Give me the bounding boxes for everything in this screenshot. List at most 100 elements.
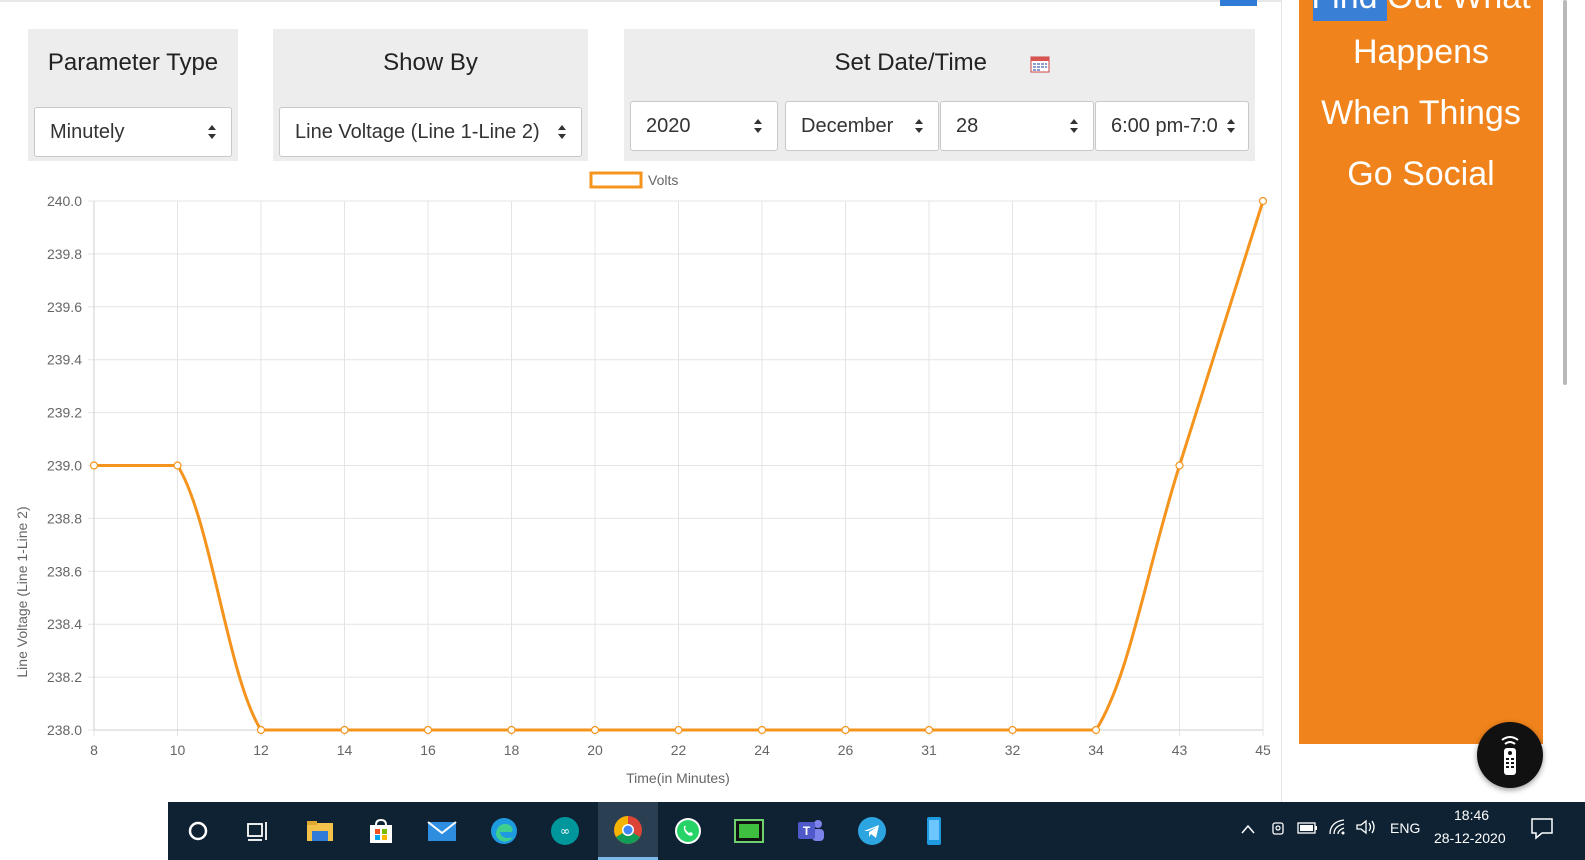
x-axis-label: Time(in Minutes)	[626, 770, 730, 786]
x-tick-label: 32	[1005, 742, 1021, 758]
data-point[interactable]	[173, 461, 182, 470]
clock-date[interactable]: 28-12-2020	[1434, 830, 1506, 846]
month-select[interactable]: December	[785, 101, 939, 151]
y-tick-label: 239.2	[47, 405, 82, 421]
x-tick-label: 45	[1255, 742, 1271, 758]
data-point[interactable]	[1008, 725, 1017, 735]
top-blue-tab[interactable]	[1220, 0, 1257, 6]
content-divider	[1281, 0, 1282, 802]
x-tick-label: 12	[253, 742, 269, 758]
show-by-label: Show By	[383, 49, 478, 76]
select-arrows-icon	[1227, 119, 1235, 133]
clock-time[interactable]: 18:46	[1454, 807, 1490, 823]
telegram-icon[interactable]	[850, 810, 894, 852]
time-select[interactable]: 6:00 pm-7:0	[1095, 101, 1249, 151]
data-point[interactable]	[256, 725, 266, 735]
social-promo-banner[interactable]: Find Out What Happens When Things Go Soc…	[1299, 0, 1543, 744]
legend-swatch	[589, 171, 643, 189]
wifi-icon[interactable]	[1328, 818, 1348, 836]
top-border	[0, 0, 1282, 2]
x-tick-label: 24	[754, 742, 770, 758]
data-point[interactable]	[1091, 725, 1101, 735]
promo-line-1: Find Out What	[1299, 0, 1543, 17]
x-tick-label: 20	[587, 742, 603, 758]
data-point[interactable]	[1175, 461, 1184, 470]
chart-series	[89, 196, 1268, 735]
chart-svg: 238.0 238.2 238.4 238.6 238.8 239.0 239.2 239.4…	[14, 171, 1271, 786]
x-tick-label: 14	[337, 742, 353, 758]
file-explorer-icon[interactable]	[298, 810, 342, 852]
phone-icon[interactable]	[912, 810, 956, 852]
notifications-icon[interactable]	[1530, 816, 1554, 840]
select-arrows-icon	[754, 119, 762, 133]
select-arrows-icon	[208, 125, 216, 139]
mail-icon[interactable]	[420, 810, 464, 852]
promo-line-2: Happens	[1352, 33, 1490, 71]
chrome-icon[interactable]	[598, 802, 658, 860]
date-time-panel: Set Date/Time 2020 December 28 6:00 pm-7…	[624, 29, 1255, 161]
year-select[interactable]: 2020	[630, 101, 778, 151]
data-point[interactable]	[757, 725, 767, 735]
language-indicator[interactable]: ENG	[1390, 820, 1421, 836]
parameter-type-select[interactable]: Minutely	[34, 107, 232, 157]
parameter-type-panel: Parameter Type Minutely	[28, 29, 238, 161]
x-tick-label: 10	[170, 742, 186, 758]
show-by-select[interactable]: Line Voltage (Line 1-Line 2)	[279, 107, 582, 157]
data-point[interactable]	[674, 725, 683, 735]
remote-control-button[interactable]	[1477, 722, 1543, 788]
data-point[interactable]	[507, 725, 516, 735]
y-axis-label: Line Voltage (Line 1-Line 2)	[14, 506, 30, 677]
month-value: December	[801, 115, 894, 137]
y-tick-label: 239.0	[47, 458, 82, 474]
x-tick-label: 26	[838, 742, 854, 758]
show-by-value: Line Voltage (Line 1-Line 2)	[295, 121, 540, 143]
data-point[interactable]	[340, 725, 349, 735]
arduino-icon[interactable]: ∞	[543, 810, 587, 852]
page-scrollbar[interactable]	[1563, 0, 1567, 385]
x-tick-label: 43	[1172, 742, 1188, 758]
y-tick-label: 238.2	[47, 669, 82, 685]
parameter-type-label: Parameter Type	[47, 49, 219, 76]
y-tick-label: 239.8	[47, 246, 82, 262]
meet-now-icon[interactable]	[1270, 819, 1286, 837]
y-tick-label: 238.6	[47, 563, 82, 579]
chart-grid	[88, 200, 1264, 736]
select-arrows-icon	[1070, 119, 1078, 133]
volume-icon[interactable]	[1355, 818, 1379, 836]
y-tick-label: 240.0	[47, 193, 82, 209]
whatsapp-icon[interactable]	[666, 810, 710, 852]
calendar-icon[interactable]	[1030, 55, 1050, 73]
data-point[interactable]	[423, 725, 433, 735]
date-time-label: Set Date/Time	[834, 49, 988, 76]
search-circle-icon[interactable]	[176, 810, 220, 852]
chart-legend[interactable]: Volts	[589, 171, 678, 189]
taskbar-left-blank	[0, 802, 168, 860]
chevron-up-icon[interactable]	[1240, 822, 1256, 836]
battery-icon[interactable]	[1297, 821, 1319, 835]
remote-icon	[1501, 736, 1519, 775]
data-point[interactable]	[1258, 196, 1268, 206]
app-icon[interactable]	[727, 810, 771, 852]
task-view-icon[interactable]	[236, 810, 280, 852]
y-tick-label: 239.4	[47, 352, 82, 368]
select-arrows-icon	[558, 125, 566, 139]
day-select[interactable]: 28	[940, 101, 1094, 151]
y-tick-label: 238.0	[47, 722, 82, 738]
edge-icon[interactable]	[482, 810, 526, 852]
data-point[interactable]	[590, 725, 600, 735]
teams-icon[interactable]: T	[789, 810, 833, 852]
time-value: 6:00 pm-7:0	[1111, 115, 1218, 137]
store-icon[interactable]	[359, 810, 403, 852]
x-tick-label: 16	[420, 742, 436, 758]
data-point[interactable]	[89, 461, 99, 470]
data-point[interactable]	[841, 725, 850, 735]
select-arrows-icon	[915, 119, 923, 133]
promo-line-4: Go Social	[1347, 155, 1495, 193]
svg-text:T: T	[803, 824, 811, 838]
windows-taskbar: ∞ T ENG 18:46 28-12-2020	[0, 802, 1585, 860]
chart-axes: 238.0 238.2 238.4 238.6 238.8 239.0 239.2 239.4…	[47, 193, 1271, 758]
data-point[interactable]	[924, 725, 934, 735]
x-tick-label: 34	[1088, 742, 1104, 758]
year-value: 2020	[646, 115, 691, 137]
